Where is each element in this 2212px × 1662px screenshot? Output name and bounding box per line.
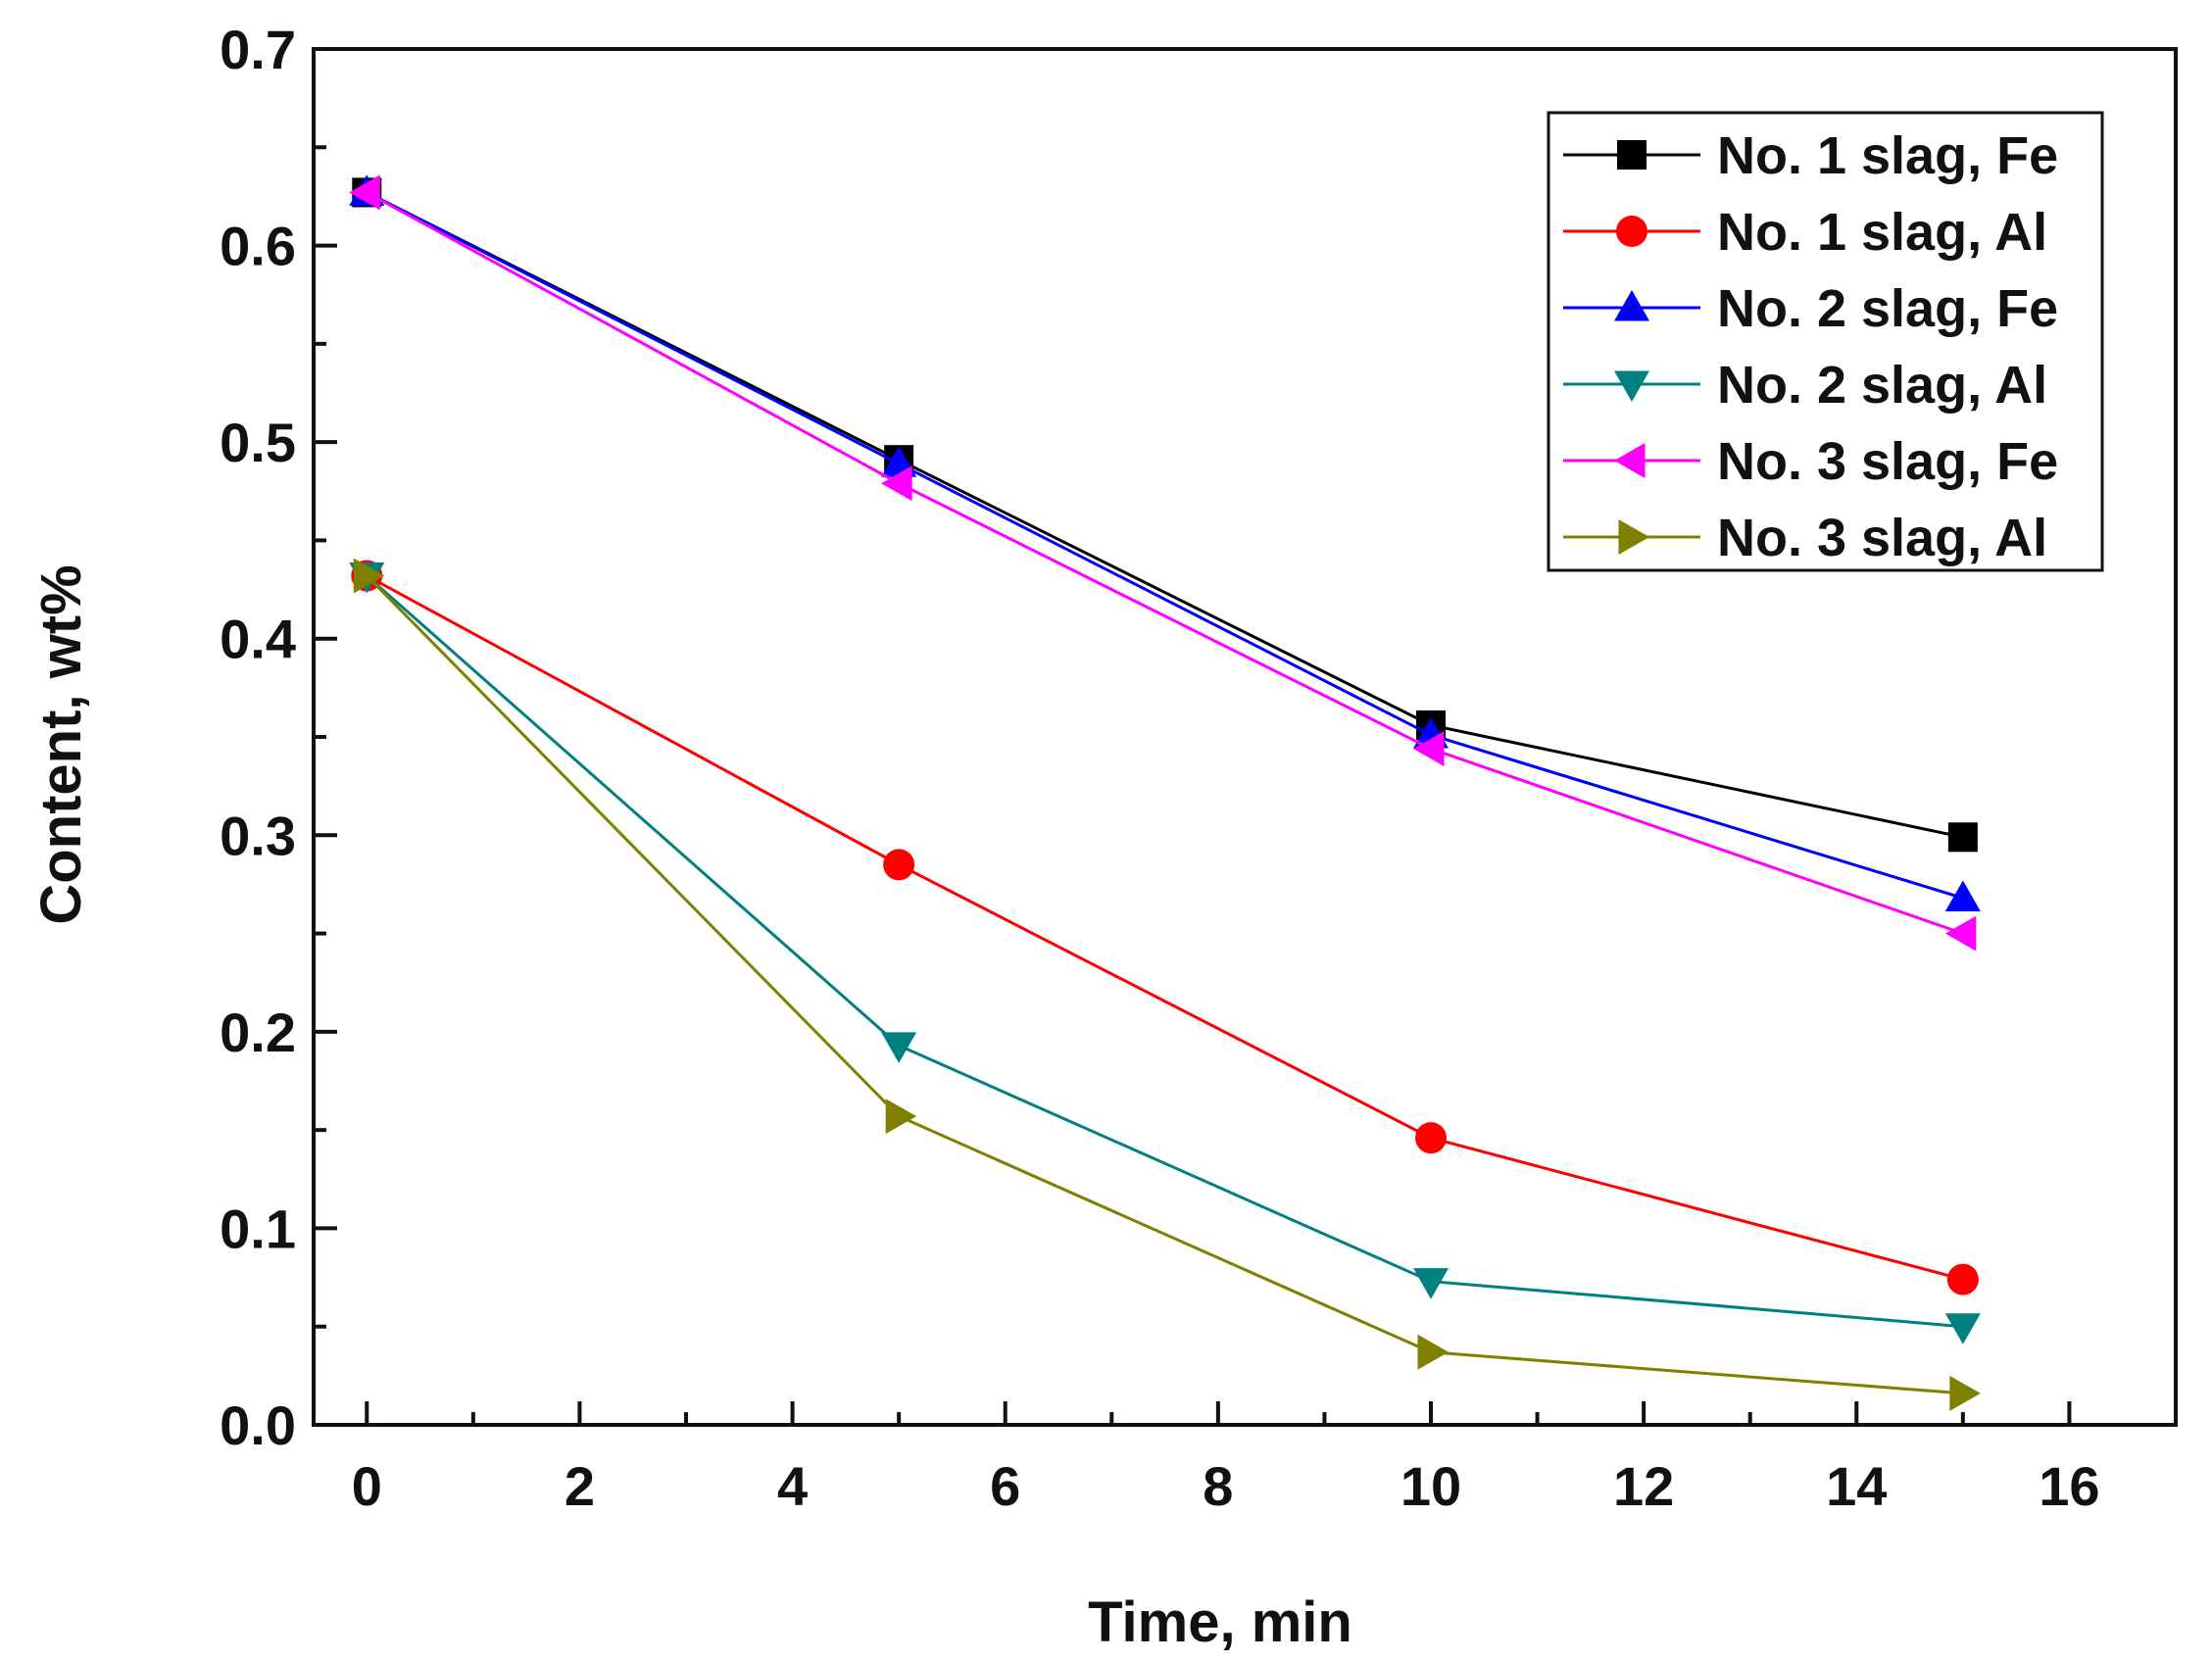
legend-item: No. 3 slag, Fe — [1563, 432, 2058, 491]
data-point — [881, 1032, 917, 1063]
legend-item: No. 1 slag, Al — [1563, 203, 2047, 262]
x-axis-ticks: 0 2 4 6 8 10 12 14 16 — [352, 1401, 2100, 1517]
legend-item: No. 2 slag, Al — [1563, 356, 2047, 415]
y-axis-ticks: 0.0 0.1 0.2 0.3 0.4 0.5 0.6 0.7 — [220, 19, 337, 1456]
legend-marker — [1614, 443, 1646, 478]
legend-item: No. 1 slag, Fe — [1563, 126, 2058, 185]
data-point — [881, 465, 912, 502]
x-tick-label: 4 — [777, 1455, 808, 1517]
series-6 — [353, 558, 1981, 1411]
y-tick-label: 0.4 — [220, 609, 296, 670]
data-point — [1415, 1122, 1447, 1154]
y-tick-label: 0.0 — [220, 1394, 296, 1456]
legend-marker — [1618, 519, 1649, 555]
data-point — [1946, 1263, 1979, 1295]
x-tick-label: 2 — [565, 1455, 595, 1517]
series-line — [366, 191, 1964, 900]
legend-label: No. 1 slag, Al — [1717, 203, 2047, 262]
series-5 — [349, 174, 1977, 952]
y-tick-label: 0.6 — [220, 216, 296, 277]
series-line — [366, 191, 1964, 935]
legend-label: No. 2 slag, Fe — [1717, 279, 2058, 338]
data-point — [1417, 1334, 1449, 1370]
series-4 — [349, 562, 1981, 1344]
y-axis-title: Content, wt% — [29, 564, 93, 924]
legend-marker — [1616, 216, 1647, 247]
y-tick-label: 0.2 — [220, 1002, 296, 1063]
legend-label: No. 3 slag, Fe — [1717, 432, 2058, 491]
data-point — [1944, 915, 1977, 952]
data-point — [1413, 1268, 1449, 1299]
data-point — [1413, 731, 1445, 767]
x-tick-label: 6 — [990, 1455, 1020, 1517]
series-line — [366, 191, 1964, 839]
data-point — [1947, 822, 1978, 853]
legend-label: No. 2 slag, Al — [1717, 356, 2047, 415]
y-tick-label: 0.1 — [220, 1198, 296, 1259]
legend-marker — [1617, 140, 1647, 170]
data-point — [885, 1099, 917, 1135]
x-tick-label: 0 — [352, 1455, 382, 1517]
series-line — [366, 574, 1963, 1329]
legend-box — [1547, 111, 2104, 572]
legend-label: No. 1 slag, Fe — [1717, 126, 2058, 185]
legend-item: No. 3 slag, Al — [1563, 509, 2047, 567]
series-line — [366, 574, 1963, 1395]
y-tick-label: 0.5 — [220, 412, 296, 473]
legend-marker — [1614, 370, 1649, 402]
data-point — [1944, 880, 1981, 911]
data-point — [349, 174, 380, 211]
data-point — [353, 558, 385, 594]
series-2 — [351, 560, 1979, 1295]
x-tick-label: 12 — [1613, 1455, 1674, 1517]
legend-label: No. 3 slag, Al — [1717, 509, 2047, 567]
data-point — [1949, 1375, 1981, 1411]
x-tick-label: 8 — [1203, 1455, 1233, 1517]
y-tick-label: 0.3 — [220, 805, 296, 866]
series-layer — [349, 174, 1981, 1411]
legend-item: No. 2 slag, Fe — [1563, 279, 2058, 338]
x-axis-title: Time, min — [1088, 1590, 1352, 1654]
y-tick-label: 0.7 — [220, 19, 296, 80]
x-tick-label: 16 — [2039, 1455, 2099, 1517]
series-line — [366, 574, 1964, 1282]
x-tick-label: 10 — [1401, 1455, 1461, 1517]
legend: No. 1 slag, Fe No. 1 slag, Al No. 2 slag, … — [1547, 111, 2104, 572]
x-tick-label: 14 — [1826, 1455, 1887, 1517]
data-point — [1944, 1313, 1981, 1344]
data-point — [883, 849, 915, 881]
legend-marker — [1614, 290, 1649, 321]
